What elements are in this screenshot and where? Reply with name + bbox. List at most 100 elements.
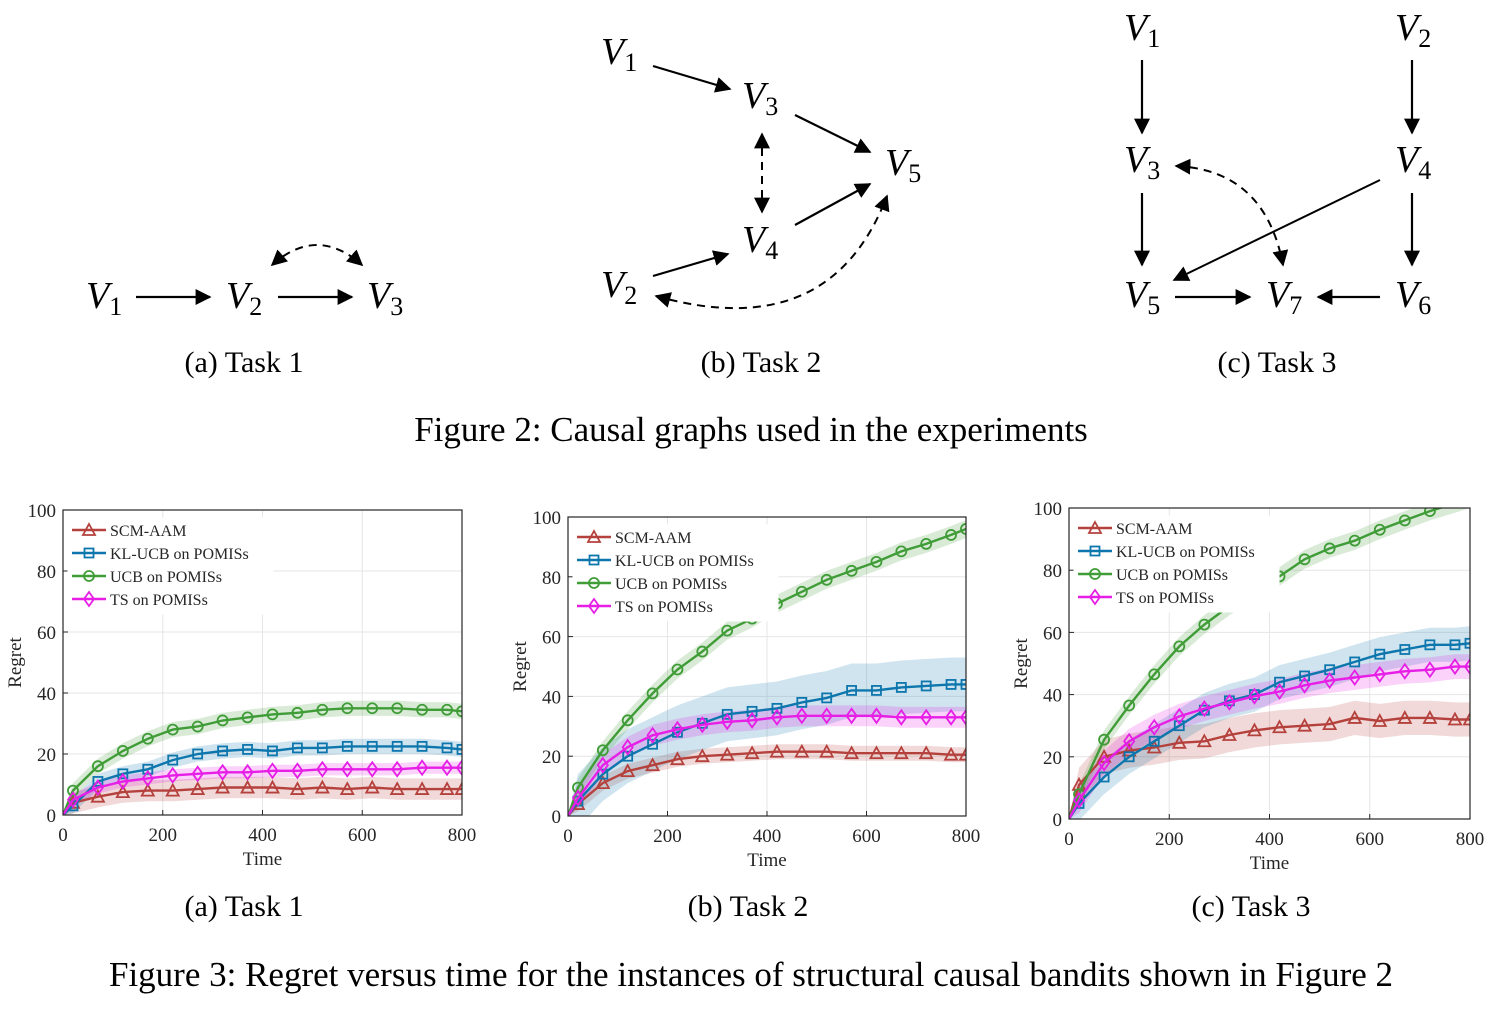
data-point xyxy=(646,687,659,700)
data-point xyxy=(1299,670,1310,682)
data-point xyxy=(241,711,254,724)
data-point xyxy=(596,756,609,774)
data-point xyxy=(1123,732,1136,750)
data-point xyxy=(1223,693,1236,711)
data-point xyxy=(167,754,179,766)
data-point xyxy=(1422,710,1438,724)
data-point xyxy=(141,732,154,745)
data-point xyxy=(1398,662,1411,680)
y-tick-label: 60 xyxy=(37,623,56,644)
data-point xyxy=(116,772,129,790)
y-axis-label: Regret xyxy=(1011,637,1032,688)
data-point xyxy=(1447,711,1463,726)
x-tick-label: 200 xyxy=(1155,829,1184,850)
data-point xyxy=(1273,682,1286,701)
legend-marker xyxy=(83,547,95,559)
data-point xyxy=(895,545,908,558)
data-point xyxy=(1272,719,1288,734)
chart-subcaption-task-2: (b) Task 2 xyxy=(687,890,809,923)
node-v3: V3 xyxy=(367,275,403,321)
data-point xyxy=(746,705,758,717)
x-tick-label: 0 xyxy=(563,826,573,847)
data-point xyxy=(416,740,428,752)
data-point xyxy=(267,745,278,757)
data-point xyxy=(1448,658,1462,676)
data-point xyxy=(266,762,279,780)
data-point xyxy=(441,742,453,754)
legend-label: KL-UCB on POMISs xyxy=(1116,544,1255,561)
data-point xyxy=(622,750,634,762)
legend-marker xyxy=(587,597,601,615)
data-point xyxy=(1462,711,1470,726)
data-point xyxy=(455,759,462,777)
data-point xyxy=(1463,658,1470,676)
data-point xyxy=(943,746,959,761)
data-point xyxy=(242,744,253,755)
data-point xyxy=(264,779,280,794)
data-point xyxy=(439,781,455,795)
data-point xyxy=(339,781,355,795)
data-point xyxy=(769,743,785,758)
y-tick-label: 20 xyxy=(542,747,561,768)
data-point xyxy=(745,711,759,729)
data-point xyxy=(796,696,808,708)
data-point xyxy=(696,645,709,658)
data-point xyxy=(292,742,303,754)
data-point xyxy=(895,682,907,693)
data-point xyxy=(1297,717,1313,732)
data-point xyxy=(893,745,909,760)
edge-v3-v5 xyxy=(794,114,872,153)
chart-subcaption-task-3: (c) Task 3 xyxy=(1191,890,1311,923)
data-point xyxy=(621,714,634,727)
x-axis-label: Time xyxy=(243,849,282,870)
data-point xyxy=(92,760,104,773)
data-point xyxy=(597,768,609,780)
data-point xyxy=(595,775,611,790)
legend-marker xyxy=(586,529,602,543)
y-tick-label: 60 xyxy=(542,628,561,649)
legend-marker xyxy=(588,577,600,589)
data-point xyxy=(920,708,933,726)
data-point xyxy=(645,757,661,772)
data-point xyxy=(1248,687,1261,705)
data-point xyxy=(266,708,279,721)
data-point xyxy=(1322,716,1338,731)
data-point xyxy=(719,746,735,761)
x-tick-label: 600 xyxy=(1356,829,1385,850)
data-point xyxy=(414,781,430,795)
legend-label: UCB on POMISs xyxy=(110,569,222,586)
data-point xyxy=(1246,722,1262,737)
data-point xyxy=(1123,699,1136,712)
data-point xyxy=(820,573,833,586)
data-point xyxy=(456,744,462,755)
data-point xyxy=(1424,508,1436,518)
data-point xyxy=(870,555,883,568)
data-point xyxy=(192,748,204,760)
data-point xyxy=(1349,656,1361,668)
x-tick-label: 400 xyxy=(753,826,782,847)
legend-marker xyxy=(1088,588,1102,606)
data-point xyxy=(1373,665,1386,683)
data-point xyxy=(416,703,429,716)
data-point xyxy=(1348,534,1361,547)
data-point xyxy=(440,759,454,777)
data-point xyxy=(918,745,934,760)
data-point xyxy=(1464,637,1470,649)
data-point xyxy=(770,708,784,726)
legend-label: KL-UCB on POMISs xyxy=(110,546,249,563)
data-point xyxy=(441,703,453,716)
bidirected-edge-v2-v5 xyxy=(654,194,890,309)
data-point xyxy=(771,702,783,714)
x-tick-label: 600 xyxy=(348,825,377,846)
data-point xyxy=(744,745,760,760)
data-point xyxy=(1072,791,1086,809)
data-point xyxy=(454,781,462,795)
data-point xyxy=(795,585,808,598)
data-point xyxy=(846,685,857,696)
y-tick-label: 40 xyxy=(542,687,561,708)
data-point xyxy=(191,765,204,783)
data-point xyxy=(291,762,304,780)
y-tick-label: 0 xyxy=(1053,810,1063,831)
data-point xyxy=(960,679,966,690)
data-point xyxy=(1298,553,1311,566)
